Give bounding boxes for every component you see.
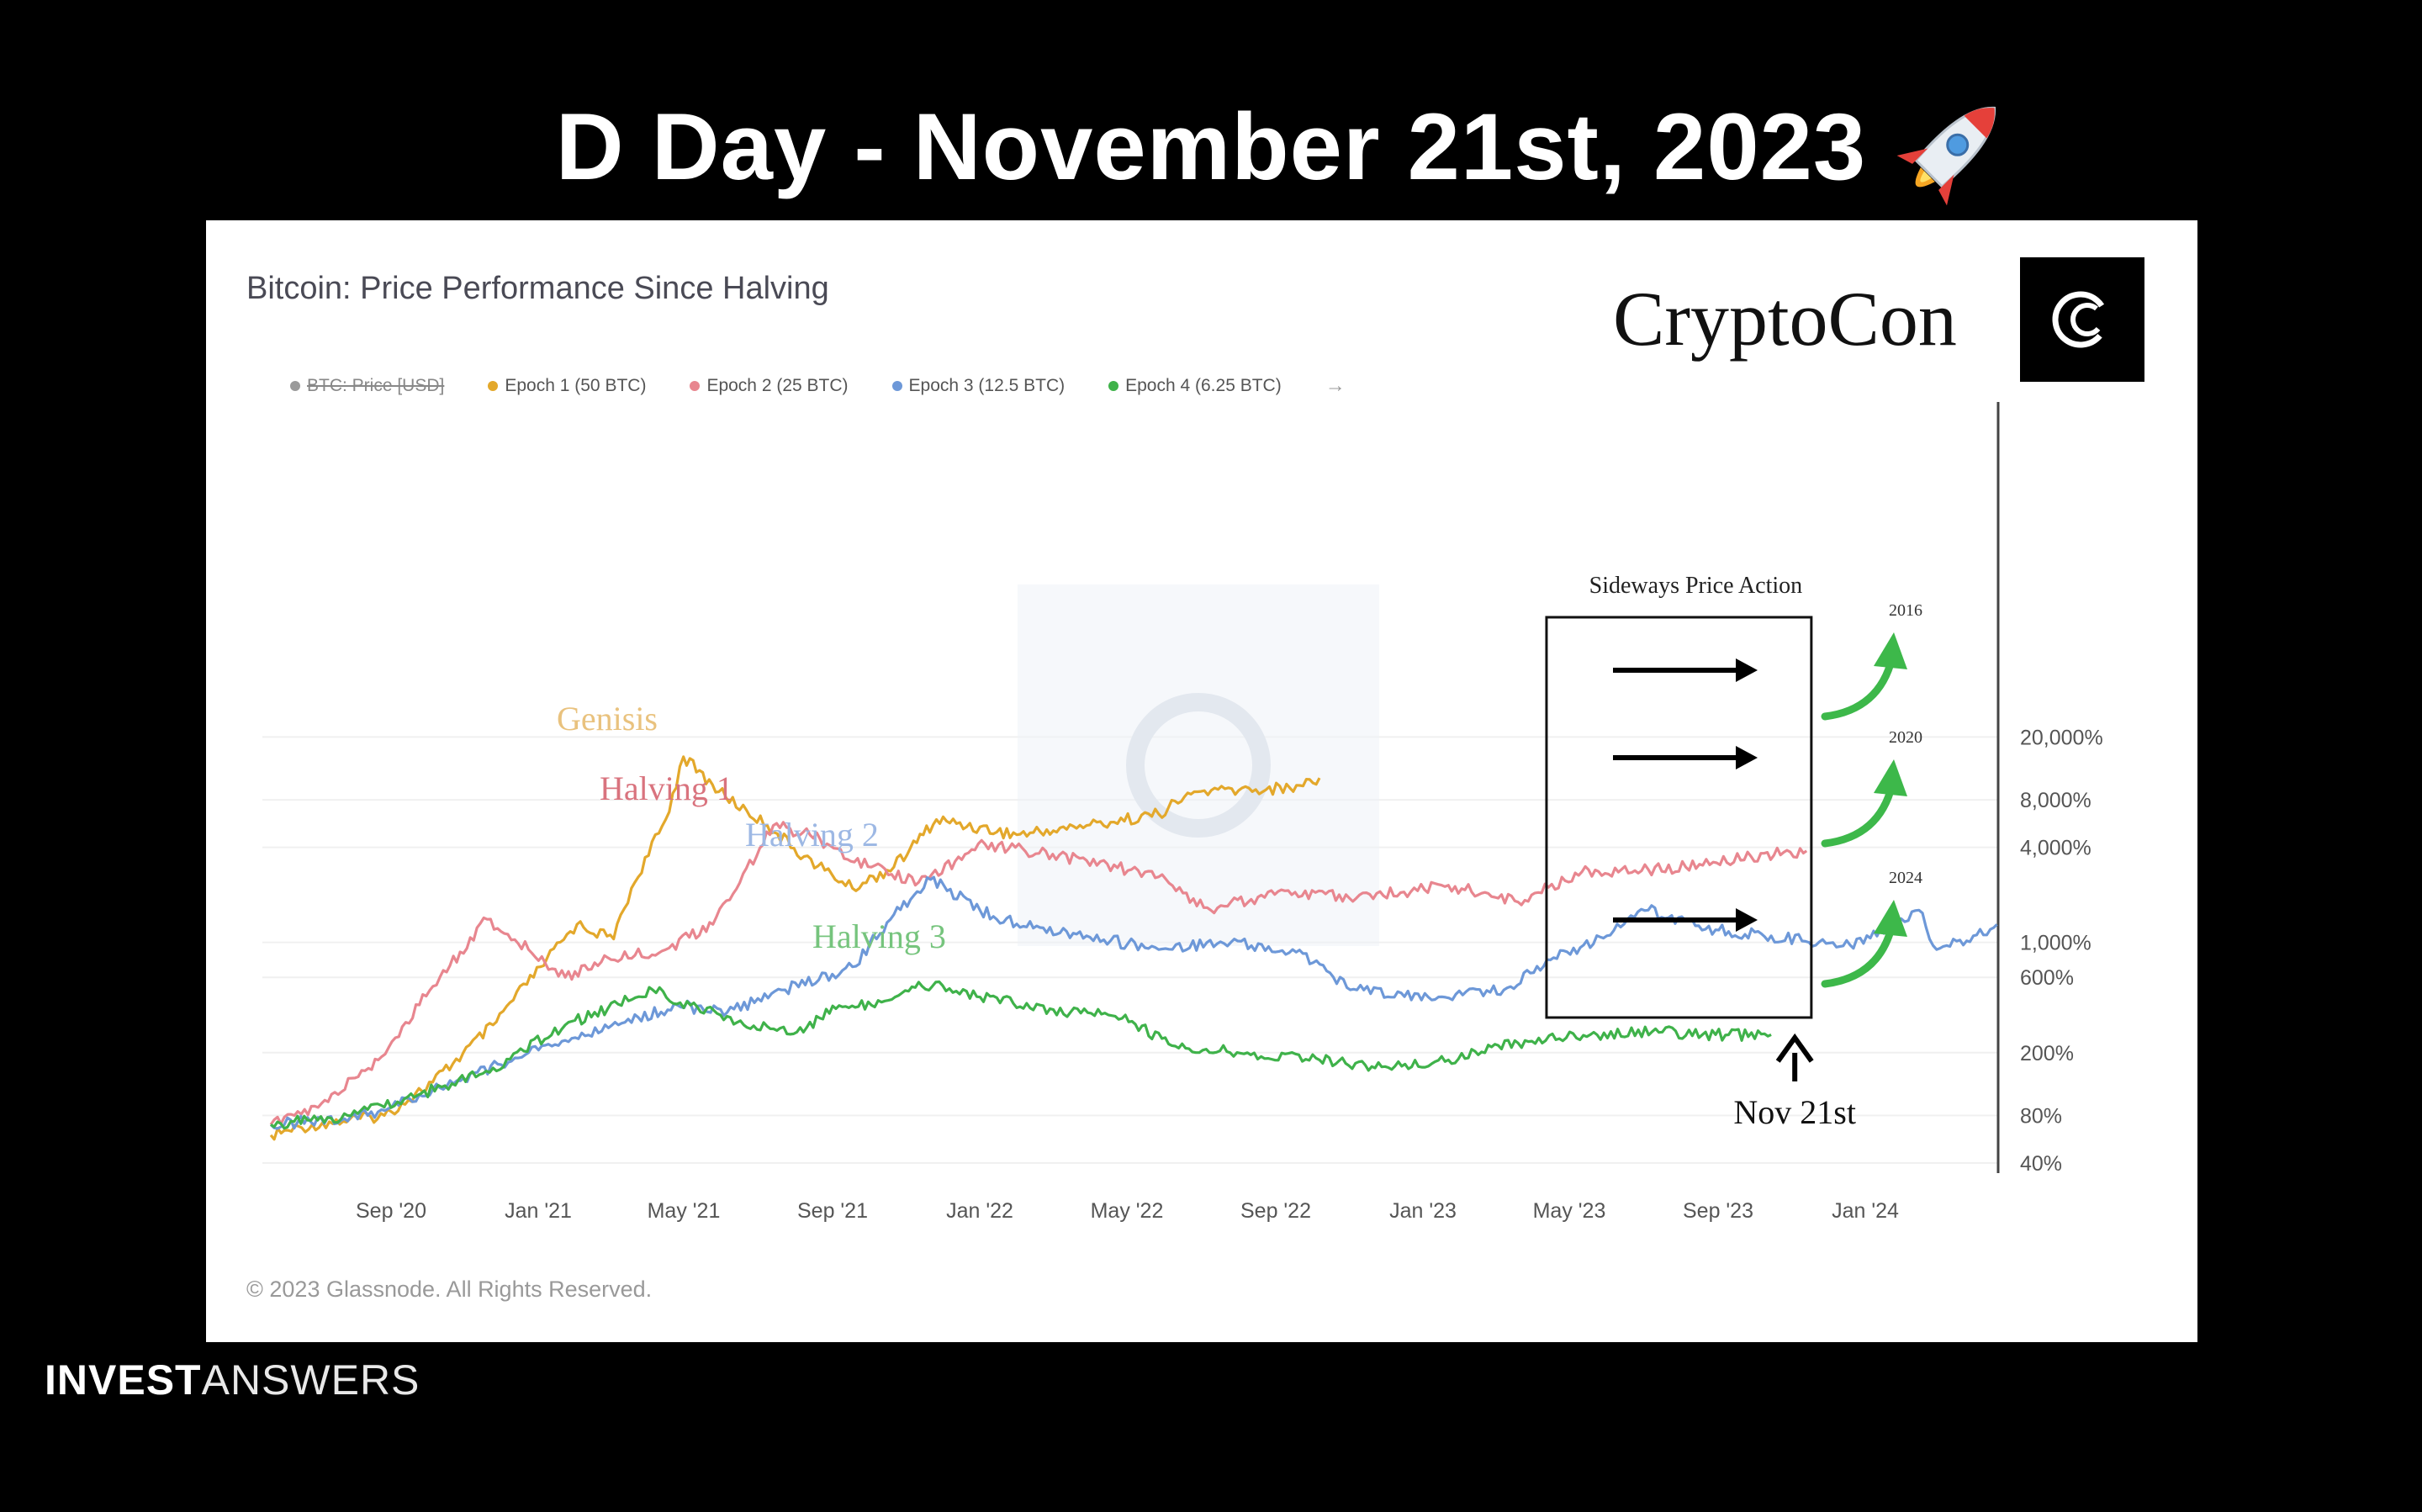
sideways-arrowhead-3-icon [1736,908,1758,932]
arrow-year-2020: 2020 [1889,728,1922,747]
footer-brand-bold: INVEST [45,1356,202,1404]
green-arrowhead-2024-icon [1874,900,1907,937]
legend-next-arrow-icon[interactable]: → [1325,374,1346,397]
y-axis-ticks: 20,000% 8,000% 4,000% 1,000% 600% 200% 80% 40% [2020,726,2103,1176]
cryptocon-logo [2020,257,2144,382]
genesis-label: Genisis [557,700,658,737]
legend-item-epoch-3[interactable]: Epoch 3 (12.5 BTC) [891,376,1065,396]
legend-item-epoch-1[interactable]: Epoch 1 (50 BTC) [488,376,646,396]
green-arrow-2020 [1821,780,1896,848]
series-line-epoch-1 [269,755,1321,1141]
green-arrowhead-2020-icon [1874,759,1907,796]
epoch-labels: Genisis Halving 1 Halving 2 Halving 3 [557,700,946,955]
y-tick-label: 4,000% [2020,837,2091,860]
x-tick-label: May '21 [648,1199,721,1223]
series-line-epoch-4 [270,980,1772,1130]
y-tick-label: 20,000% [2020,726,2103,749]
marker-arrow-up-icon [1775,1033,1814,1063]
x-tick-label: May '22 [1091,1199,1164,1223]
arrow-year-2024: 2024 [1889,869,1922,887]
y-tick-label: 600% [2020,966,2074,990]
legend-item-epoch-2[interactable]: Epoch 2 (25 BTC) [690,376,849,396]
cryptocon-brand: CryptoCon [1613,276,1957,362]
halving-1-label: Halving 1 [600,769,733,807]
sideways-arrowhead-1-icon [1736,658,1758,682]
x-axis-ticks: Sep '20 Jan '21 May '21 Sep '21 Jan '22 May '… [356,1199,1899,1223]
x-tick-label: Jan '22 [946,1199,1013,1223]
footer-brand-light: ANSWERS [201,1356,420,1404]
chart-series [269,755,1998,1141]
halving-2-label: Halving 2 [745,816,879,854]
green-arrow-2024 [1821,921,1896,988]
x-tick-label: Sep '23 [1683,1199,1753,1223]
x-tick-label: Jan '21 [505,1199,572,1223]
y-tick-label: 1,000% [2020,932,2091,955]
series-line-epoch-2 [269,821,1808,1126]
arrow-year-2016: 2016 [1889,601,1922,620]
x-tick-label: Sep '20 [356,1199,426,1223]
investanswers-logo: INVESTANSWERS [45,1356,420,1404]
green-arrow-2016 [1821,653,1896,721]
watermark-panel [1018,584,1379,946]
chart-annotations: Sideways Price Action Nov 21st 2016 2020 202… [1545,573,1922,1131]
y-tick-label: 80% [2020,1104,2062,1128]
marker-label: Nov 21st [1733,1093,1856,1131]
green-arrowhead-2016-icon [1874,632,1907,669]
chart-title: Bitcoin: Price Performance Since Halving [246,271,829,306]
halving-3-label: Halving 3 [812,917,946,955]
x-tick-label: Jan '23 [1389,1199,1457,1223]
x-tick-label: May '23 [1533,1199,1606,1223]
chart-legend: BTC: Price [USD] Epoch 1 (50 BTC) Epoch … [290,373,1389,399]
legend-item-epoch-4[interactable]: Epoch 4 (6.25 BTC) [1108,376,1282,396]
sideways-box [1545,616,1813,1019]
rocket-icon [1896,106,1996,206]
x-tick-label: Sep '21 [797,1199,868,1223]
copyright: © 2023 Glassnode. All Rights Reserved. [246,1277,653,1302]
x-tick-label: Jan '24 [1832,1199,1899,1223]
y-tick-label: 200% [2020,1042,2074,1065]
sideways-box-title: Sideways Price Action [1589,573,1803,599]
sideways-arrowhead-2-icon [1736,746,1758,769]
series-line-epoch-3 [269,875,1998,1130]
y-tick-label: 8,000% [2020,789,2091,812]
legend-item-btc-price[interactable]: BTC: Price [USD] [290,376,444,396]
y-tick-label: 40% [2020,1152,2062,1176]
x-tick-label: Sep '22 [1240,1199,1311,1223]
watermark-logo-icon [1126,693,1271,838]
headline: D Day - November 21st, 2023 [555,94,1867,199]
